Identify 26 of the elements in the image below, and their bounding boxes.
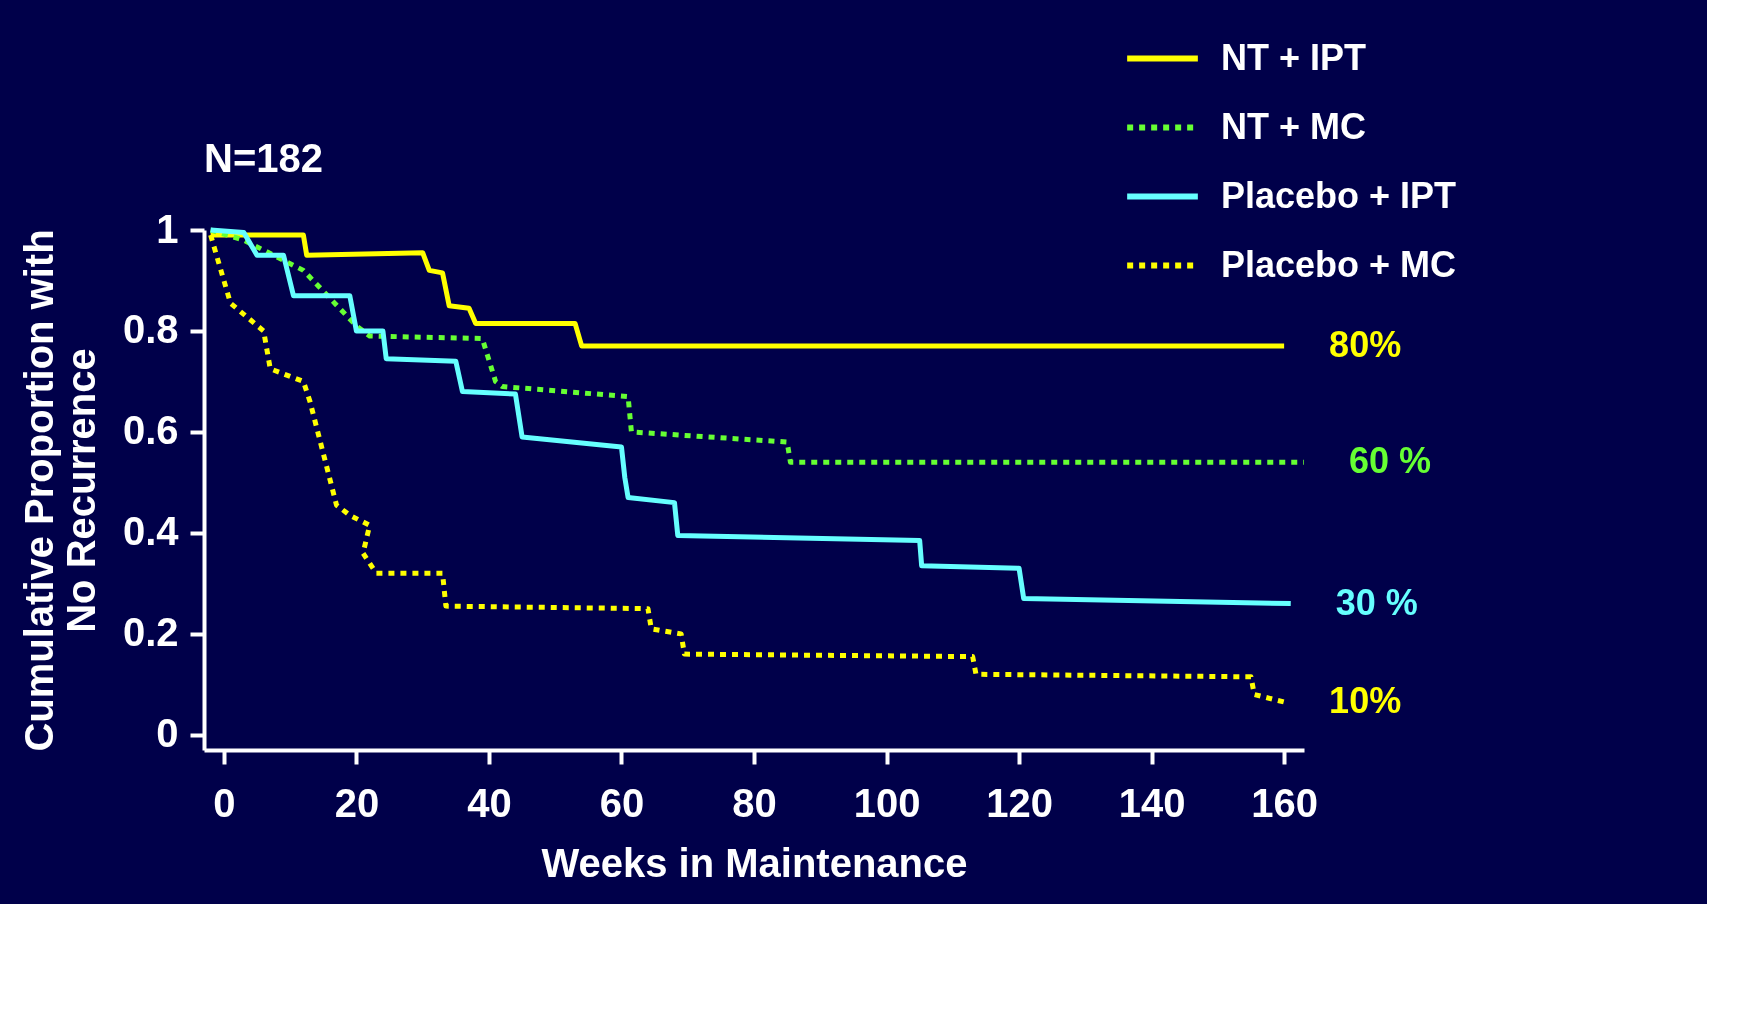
x-axis-title: Weeks in Maintenance bbox=[541, 840, 968, 885]
annotation: 80% bbox=[1329, 324, 1402, 366]
legend-label: Placebo + IPT bbox=[1221, 174, 1457, 216]
x-tick-label: 40 bbox=[467, 780, 512, 825]
x-tick-label: 100 bbox=[853, 780, 921, 825]
y-tick-label: 1 bbox=[156, 206, 179, 251]
legend-label: NT + IPT bbox=[1221, 36, 1367, 78]
y-tick-label: 0.6 bbox=[122, 408, 179, 453]
x-tick-label: 60 bbox=[599, 780, 645, 825]
y-tick-label: 0 bbox=[156, 711, 179, 756]
annotation: 30 % bbox=[1335, 581, 1418, 623]
x-tick-label: 140 bbox=[1118, 780, 1186, 825]
y-tick-label: 0.8 bbox=[122, 307, 179, 352]
x-tick-label: 80 bbox=[732, 780, 777, 825]
x-tick-label: 20 bbox=[334, 780, 380, 825]
x-tick-label: 160 bbox=[1251, 780, 1318, 825]
legend-label: Placebo + MC bbox=[1221, 243, 1457, 285]
annotation: 60 % bbox=[1349, 440, 1432, 482]
legend-label: NT + MC bbox=[1221, 105, 1367, 147]
x-tick-label: 120 bbox=[986, 780, 1053, 825]
y-axis-title: Cumulative Proportion with No Recurrence bbox=[16, 229, 103, 752]
y-tick-label: 0.4 bbox=[122, 509, 180, 554]
annotation: 10% bbox=[1329, 680, 1402, 722]
text: N=182 bbox=[204, 136, 323, 180]
x-tick-label: 0 bbox=[213, 780, 236, 825]
y-tick-label: 0.2 bbox=[122, 610, 179, 655]
